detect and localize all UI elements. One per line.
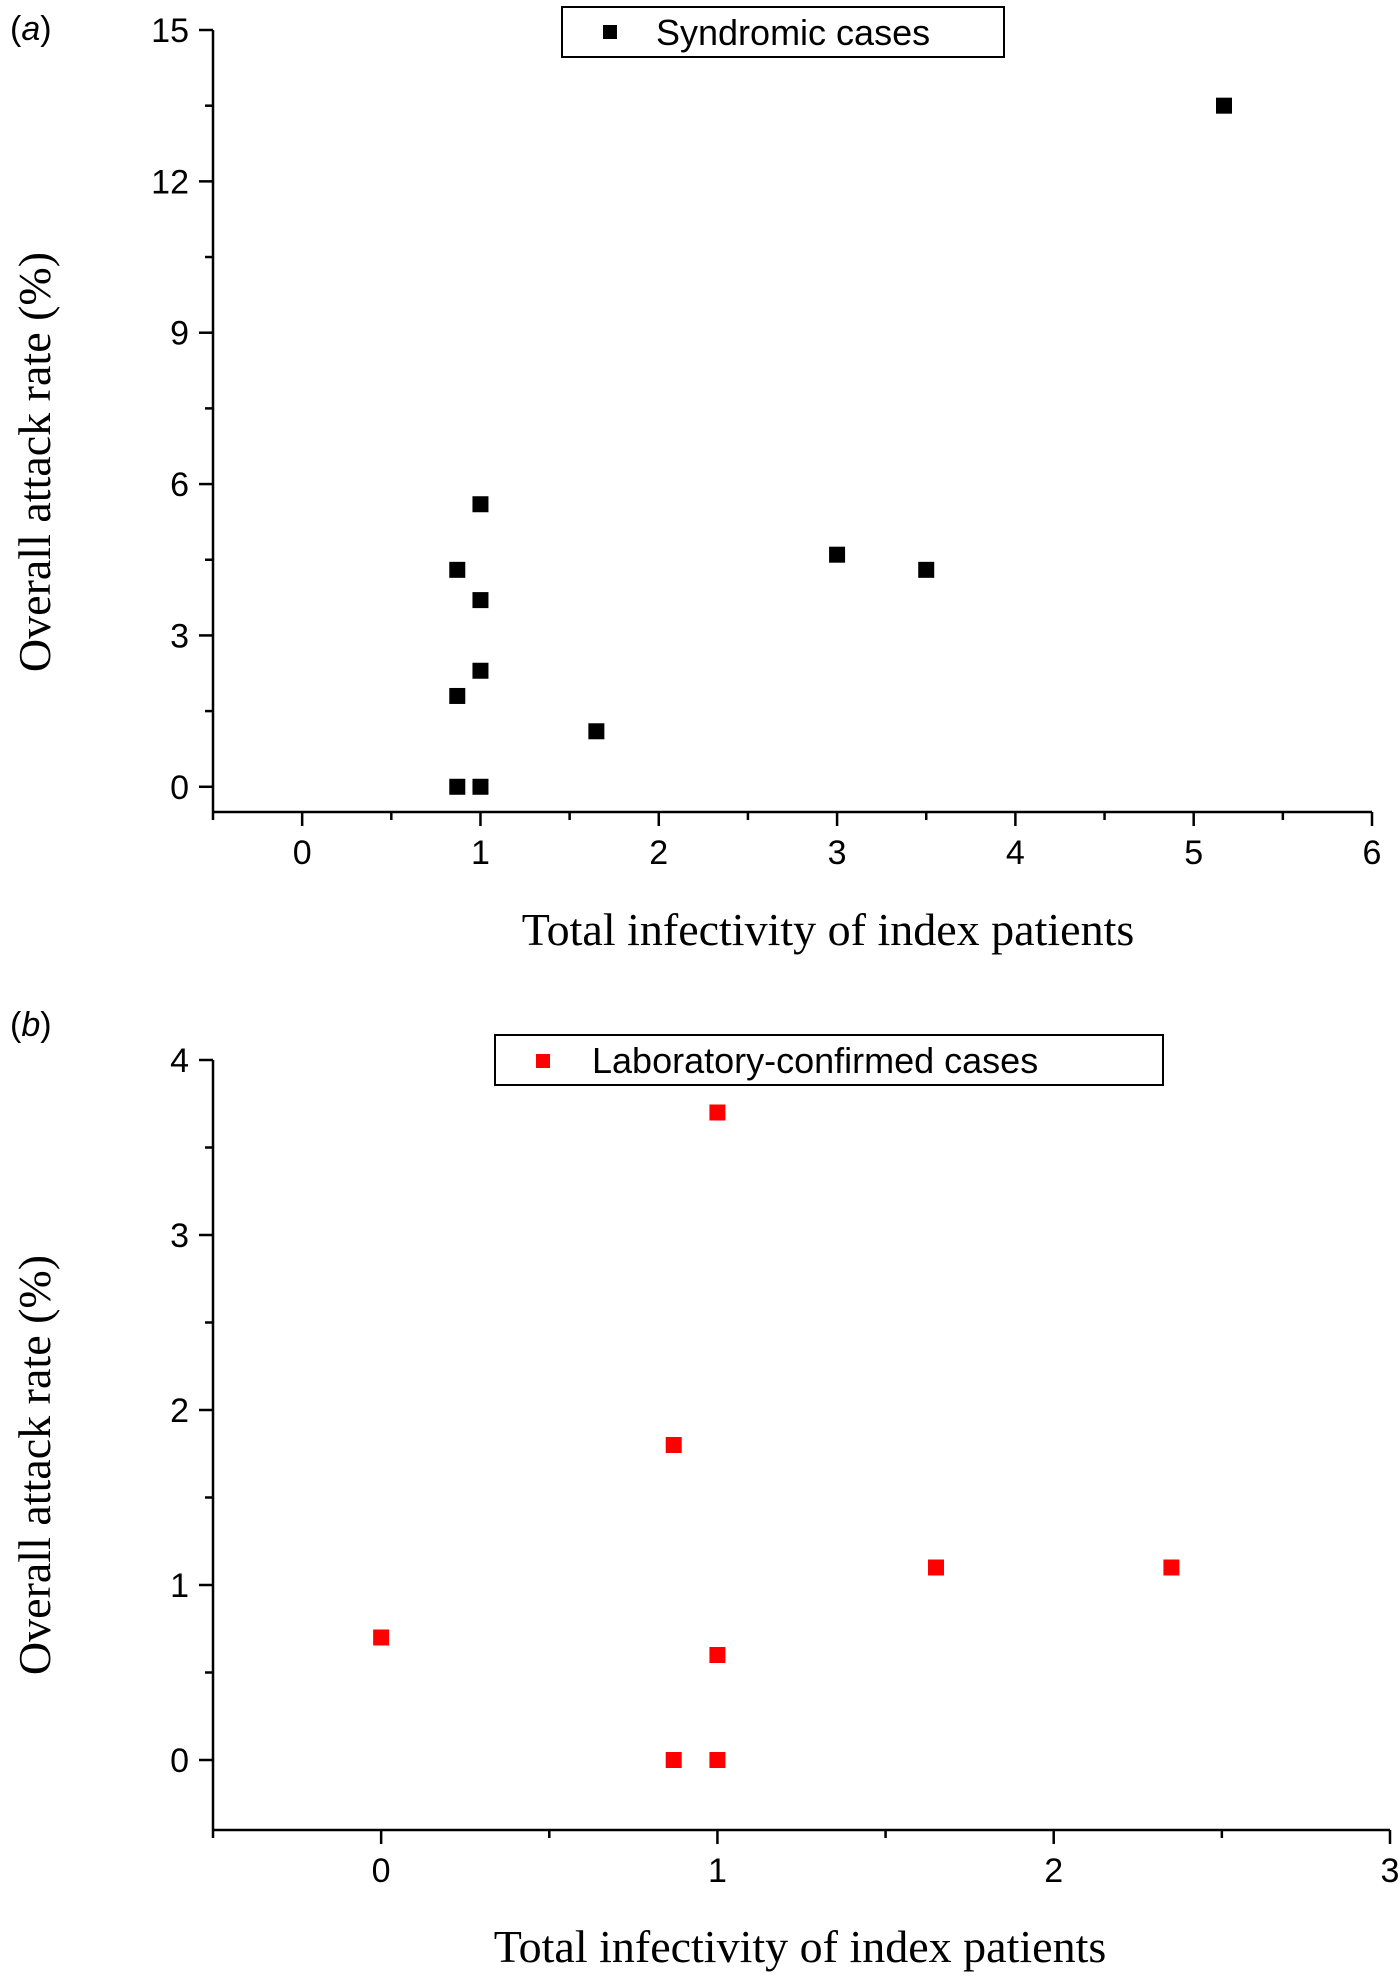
panel-a-x-tick-label: 3 (828, 834, 847, 872)
panel-a-label: (a) (10, 10, 52, 48)
panel-b-y-ticks: 0 1 2 3 4 (170, 1042, 213, 1780)
panel-b: (b) 0 1 2 3 0 1 2 3 4 Laboratory-confirmed case… (9, 1006, 1399, 1972)
panel-b-data-point (928, 1559, 945, 1576)
panel-b-y-axis-title: Overall attack rate (%) (9, 1255, 60, 1675)
panel-b-x-tick-label: 1 (708, 1852, 727, 1890)
panel-b-legend-box (494, 1034, 1164, 1086)
panel-a-data-point (472, 496, 489, 513)
panel-a-data-point (1216, 97, 1233, 114)
panel-b-x-tick-label: 0 (372, 1852, 391, 1890)
panel-a-legend-label: Syndromic cases (656, 12, 930, 53)
panel-b-points (373, 1104, 1180, 1768)
panel-b-data-point (665, 1752, 682, 1768)
panel-a-legend: Syndromic cases (561, 6, 1005, 58)
panel-a-data-point (472, 778, 489, 795)
panel-b-data-point (709, 1104, 726, 1121)
panel-b-legend: Laboratory-confirmed cases (494, 1034, 1164, 1086)
panel-a-data-point (449, 687, 466, 704)
panel-a-y-tick-label: 6 (170, 466, 189, 504)
panel-b-data-point (373, 1629, 390, 1646)
panel-a-x-axis-title: Total infectivity of index patients (522, 904, 1135, 955)
panel-b-legend-marker (536, 1054, 550, 1068)
panel-a-data-point (918, 561, 935, 578)
panel-a-x-tick-label: 5 (1184, 834, 1203, 872)
panel-b-label: (b) (10, 1006, 52, 1044)
panel-a-y-ticks: 0 3 6 9 12 15 (151, 12, 213, 807)
panel-a-y-tick-label: 9 (170, 315, 189, 353)
panel-b-x-tick-label: 3 (1381, 1852, 1400, 1890)
panel-a-data-point (472, 662, 489, 679)
panel-a-data-point (472, 592, 489, 609)
panel-b-legend-label: Laboratory-confirmed cases (592, 1040, 1038, 1081)
panel-b-data-point (709, 1647, 726, 1663)
panel-b-y-tick-label: 2 (170, 1392, 189, 1430)
panel-a-y-axis-title: Overall attack rate (%) (9, 252, 60, 672)
panel-b-y-tick-label: 4 (170, 1042, 189, 1080)
panel-a-y-tick-label: 15 (151, 12, 189, 50)
panel-a-data-point (449, 561, 466, 578)
panel-b-y-tick-label: 1 (170, 1567, 189, 1605)
panel-b-data-point (665, 1437, 682, 1453)
panel-a-x-tick-label: 0 (293, 834, 312, 872)
panel-a-points (449, 97, 1233, 795)
panel-a-y-tick-label: 3 (170, 617, 189, 655)
panel-a-x-tick-label: 4 (1006, 834, 1025, 872)
panel-b-y-tick-label: 3 (170, 1217, 189, 1255)
panel-a-data-point (449, 778, 466, 795)
panel-b-data-point (1163, 1559, 1180, 1576)
panel-a-x-tick-label: 1 (471, 834, 490, 872)
panel-a-x-ticks: 0 1 2 3 4 5 6 (211, 812, 1382, 872)
panel-a-data-point (829, 546, 846, 563)
panel-a-legend-box (561, 6, 1005, 58)
panel-a-y-tick-label: 0 (170, 769, 189, 807)
panel-a-data-point (588, 723, 605, 740)
panel-b-y-tick-label: 0 (170, 1742, 189, 1780)
panel-a-x-tick-label: 2 (649, 834, 668, 872)
panel-b-data-point (709, 1752, 726, 1768)
panel-b-x-axis-title: Total infectivity of index patients (494, 1921, 1107, 1972)
panel-a-legend-marker (603, 25, 617, 39)
panel-b-x-ticks: 0 1 2 3 (211, 1830, 1400, 1890)
panel-a-x-tick-label: 6 (1363, 834, 1382, 872)
panel-b-x-tick-label: 2 (1044, 1852, 1063, 1890)
panel-a-y-tick-label: 12 (151, 163, 189, 201)
